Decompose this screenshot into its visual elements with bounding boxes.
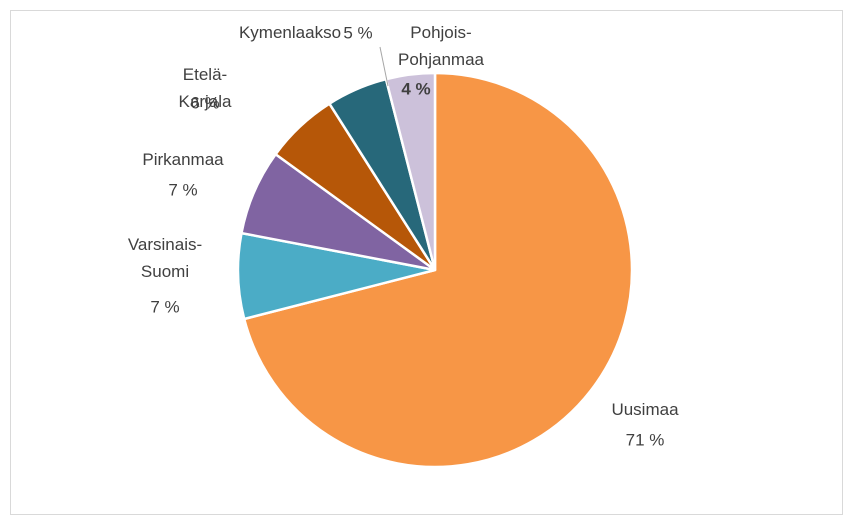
label-line: Karjala xyxy=(179,92,232,111)
label-line: Uusimaa xyxy=(611,400,679,419)
data-label: Pirkanmaa xyxy=(142,150,224,169)
value-label: 5 % xyxy=(343,23,372,42)
pie-slice xyxy=(242,71,634,469)
label-line: Kymenlaakso xyxy=(239,23,341,42)
data-label: Uusimaa xyxy=(611,400,679,419)
value-label: 7 % xyxy=(150,297,179,316)
value-label: 71 % xyxy=(626,430,665,449)
data-label: Varsinais- Suomi xyxy=(128,235,202,281)
pie-slice xyxy=(384,71,437,271)
data-label: Etelä- Karjala xyxy=(179,65,232,111)
value-label: 7 % xyxy=(168,180,197,199)
label-line: Suomi xyxy=(141,262,189,281)
label-line: Pohjanmaa xyxy=(398,50,485,69)
value-label: 4 % xyxy=(401,79,430,98)
leader-line xyxy=(379,46,389,87)
value-label: 6 % xyxy=(190,93,219,112)
data-label: Pohjois- Pohjanmaa xyxy=(398,23,485,69)
label-line: Varsinais- xyxy=(128,235,202,254)
label-line: Pohjois- xyxy=(410,23,471,42)
data-label: Kymenlaakso xyxy=(239,23,341,42)
label-line: Pirkanmaa xyxy=(142,150,224,169)
label-line: Etelä- xyxy=(183,65,227,84)
